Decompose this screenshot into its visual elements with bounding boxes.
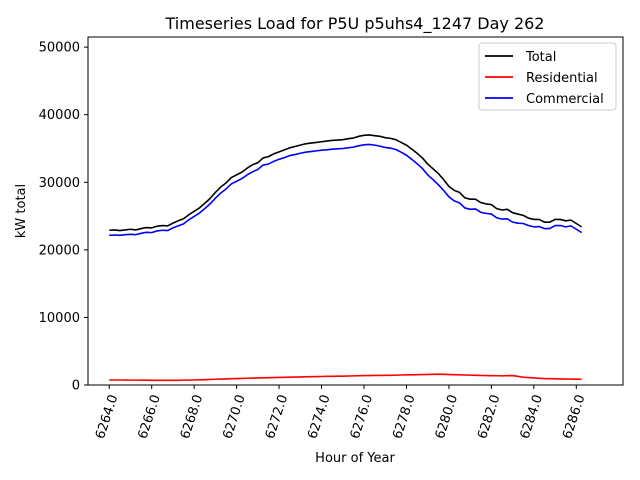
y-tick-label: 10000 — [39, 311, 80, 326]
x-tick-label: 6286.0 — [560, 393, 588, 441]
y-axis-label: kW total — [14, 184, 29, 238]
y-tick-label: 20000 — [39, 243, 80, 258]
y-tick-label: 30000 — [39, 176, 80, 191]
legend-label-commercial: Commercial — [526, 92, 604, 107]
legend-box — [478, 42, 617, 111]
x-tick-label: 6274.0 — [305, 393, 333, 441]
x-tick-label: 6272.0 — [263, 393, 291, 441]
x-tick-label: 6268.0 — [178, 393, 206, 441]
plot-lines — [109, 134, 583, 382]
x-tick-label: 6278.0 — [390, 393, 418, 441]
series-line-residential — [109, 373, 582, 382]
x-tick-label: 6284.0 — [518, 393, 546, 441]
series-line-commercial — [109, 143, 583, 237]
x-tick-label: 6276.0 — [348, 393, 376, 441]
legend-label-residential: Residential — [526, 71, 598, 86]
y-axis-ticks: 0 10000 20000 30000 40000 50000 — [39, 41, 88, 394]
chart-title: Timeseries Load for P5U p5uhs4_1247 Day … — [165, 14, 545, 34]
y-tick-label: 40000 — [39, 108, 80, 123]
x-tick-label: 6280.0 — [433, 393, 461, 441]
plot-frame — [87, 36, 624, 386]
series-line-total — [109, 134, 583, 232]
y-tick-label: 0 — [72, 379, 80, 394]
y-tick-label: 50000 — [39, 41, 80, 56]
x-tick-label: 6282.0 — [475, 393, 503, 441]
legend: Total Residential Commercial — [478, 42, 617, 111]
x-axis-label: Hour of Year — [315, 451, 395, 466]
legend-label-total: Total — [525, 50, 556, 65]
x-tick-label: 6266.0 — [135, 393, 163, 441]
x-tick-label: 6270.0 — [220, 393, 248, 441]
x-tick-label: 6264.0 — [93, 393, 121, 441]
x-axis-ticks: 6264.0 6266.0 6268.0 6270.0 6272.0 6274.0 6276… — [93, 385, 588, 441]
